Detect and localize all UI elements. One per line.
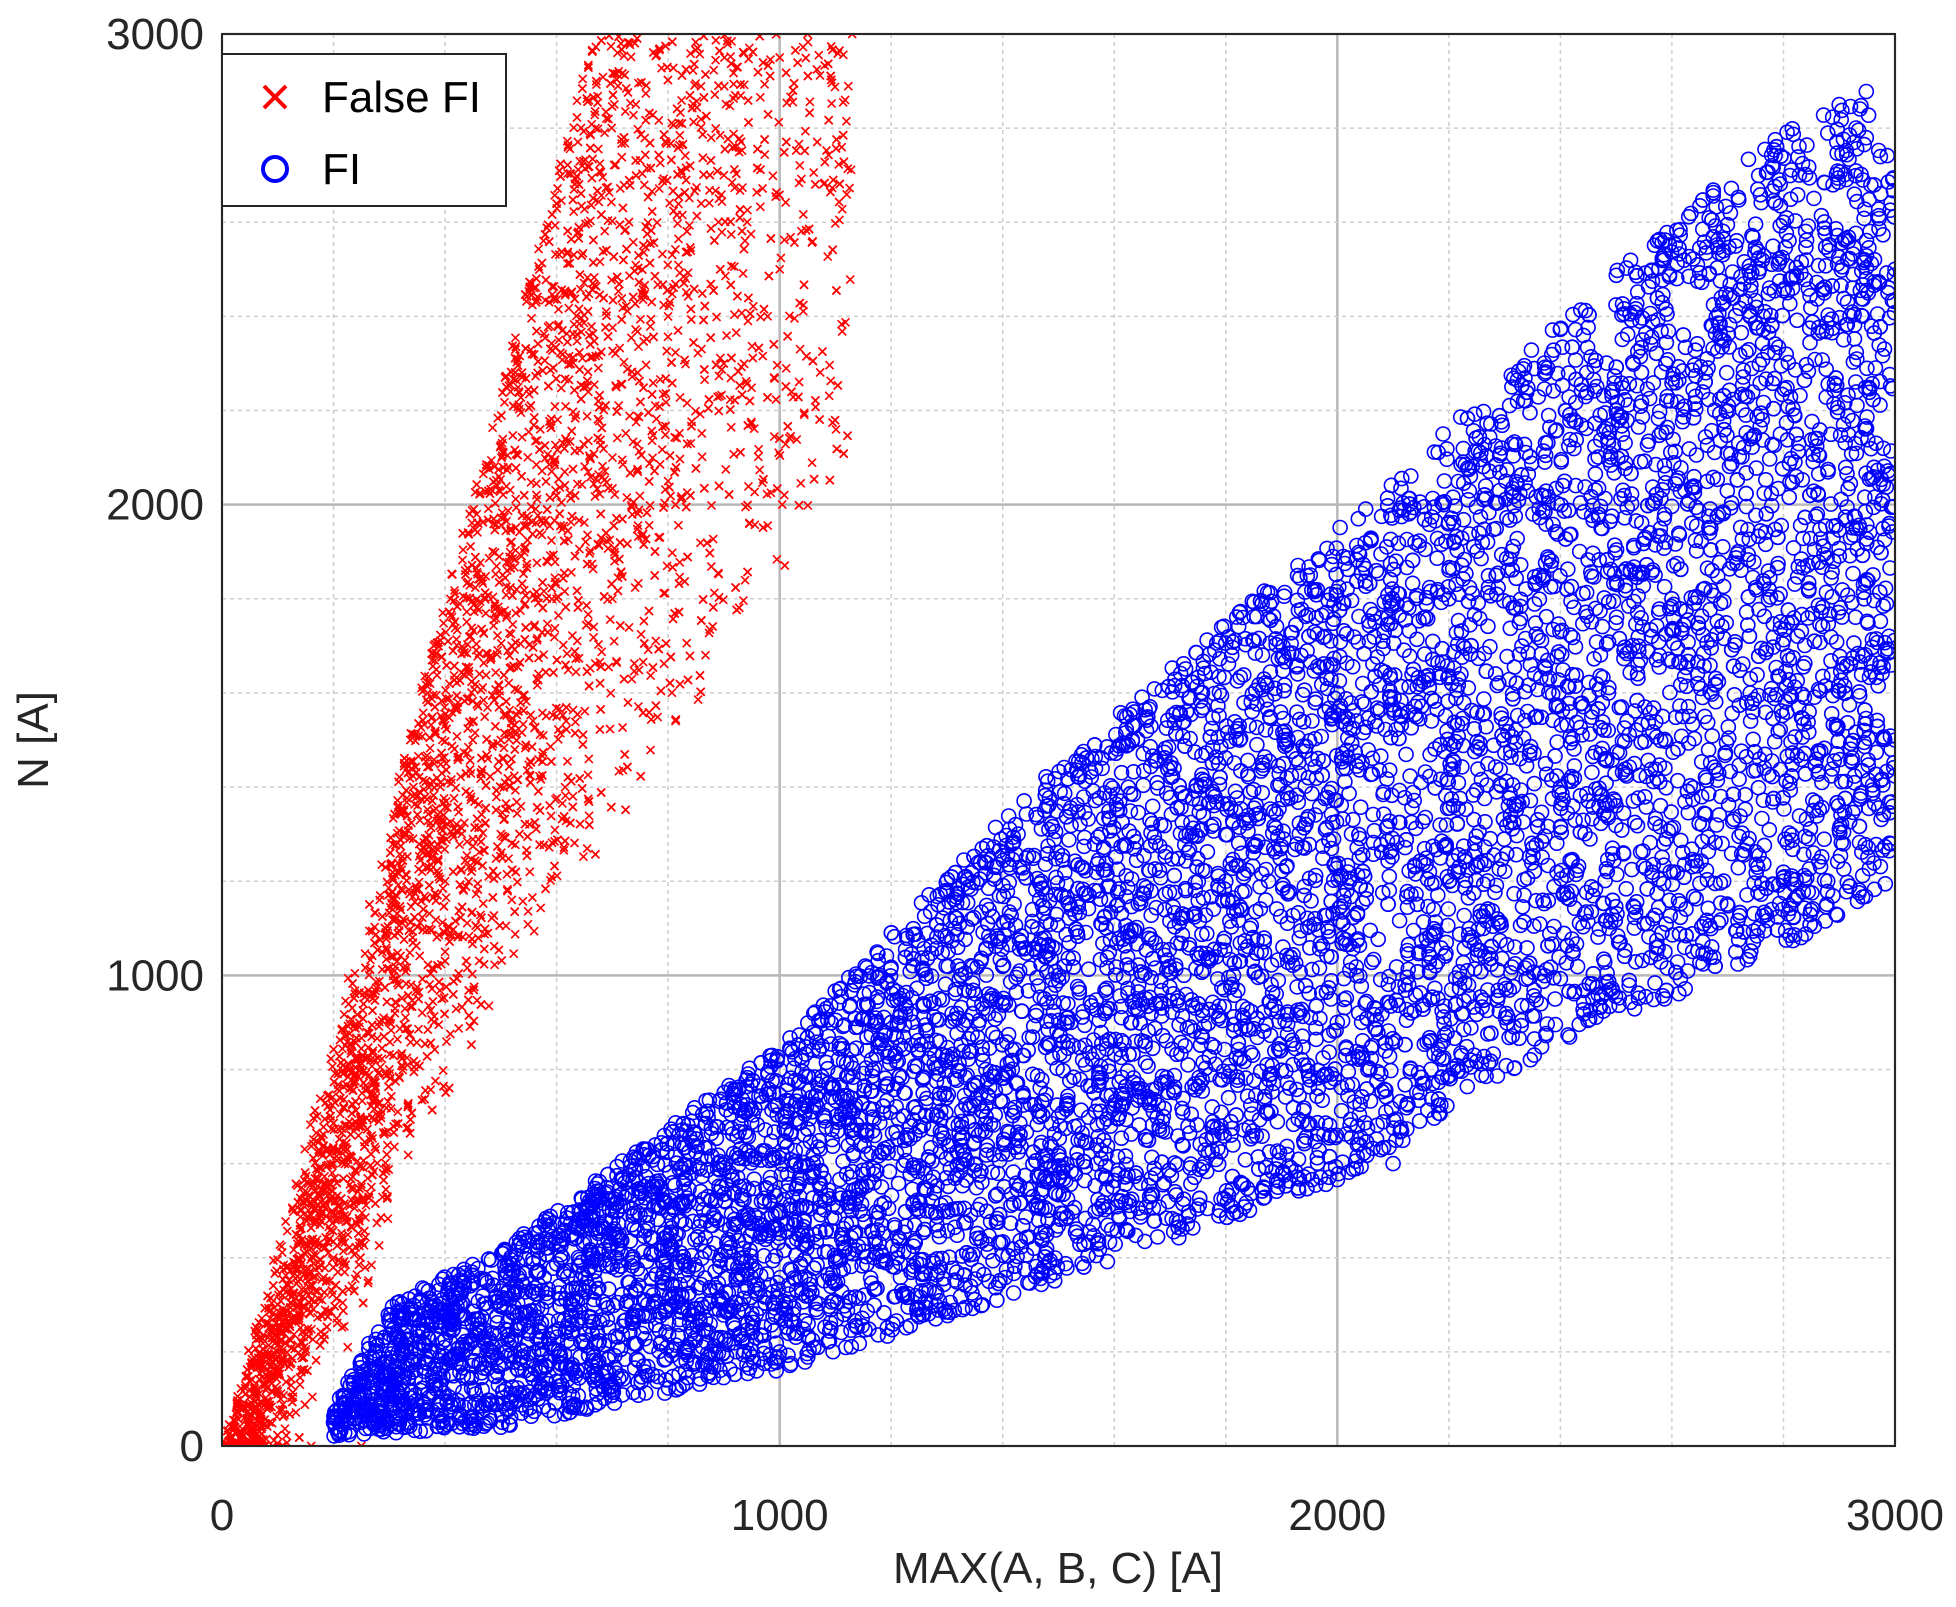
fi-point (1805, 845, 1822, 861)
fi-point (1517, 960, 1533, 976)
fi-point (1218, 718, 1235, 734)
fi-point (1751, 356, 1768, 373)
fi-point (1840, 387, 1856, 404)
fi-point (1358, 890, 1375, 907)
fi-point (1522, 1051, 1539, 1068)
fi-point (1741, 948, 1758, 965)
fi-point (1549, 835, 1565, 852)
fi-point (1623, 486, 1640, 502)
fi-point (1540, 407, 1557, 424)
fi-point (957, 1299, 974, 1316)
fi-point (1283, 635, 1299, 652)
fi-point (1782, 295, 1798, 312)
fi-point (502, 1409, 519, 1425)
fi-point (1416, 498, 1433, 515)
fi-point (1088, 864, 1105, 881)
fi-point (1432, 771, 1449, 788)
fi-point (1459, 1078, 1476, 1095)
fi-point (1797, 166, 1814, 183)
fi-point (1304, 961, 1320, 978)
fi-point (1547, 991, 1563, 1007)
fi-point (1680, 804, 1697, 821)
fi-point (1740, 151, 1757, 168)
fi-point (1052, 1046, 1068, 1062)
fi-point (1101, 1031, 1118, 1047)
fi-point (1232, 669, 1249, 686)
fi-point (1325, 548, 1341, 565)
fi-point (1761, 451, 1778, 467)
fi-point (1652, 520, 1669, 537)
data-points (222, 34, 1895, 1446)
fi-point (1872, 148, 1889, 165)
fi-point (1290, 794, 1307, 811)
fi-point (1605, 791, 1622, 807)
fi-point (1625, 637, 1641, 654)
fi-point (1580, 319, 1596, 336)
fi-point (1269, 1143, 1286, 1159)
fi-point (1849, 351, 1865, 367)
fi-point (679, 1369, 696, 1386)
fi-point (1077, 1037, 1093, 1054)
fi-point (1191, 804, 1208, 821)
fi-point (1379, 490, 1396, 506)
fi-point (1113, 1009, 1130, 1026)
fi-point (1533, 804, 1550, 821)
fi-point (1522, 792, 1539, 809)
fi-point (1078, 924, 1094, 941)
